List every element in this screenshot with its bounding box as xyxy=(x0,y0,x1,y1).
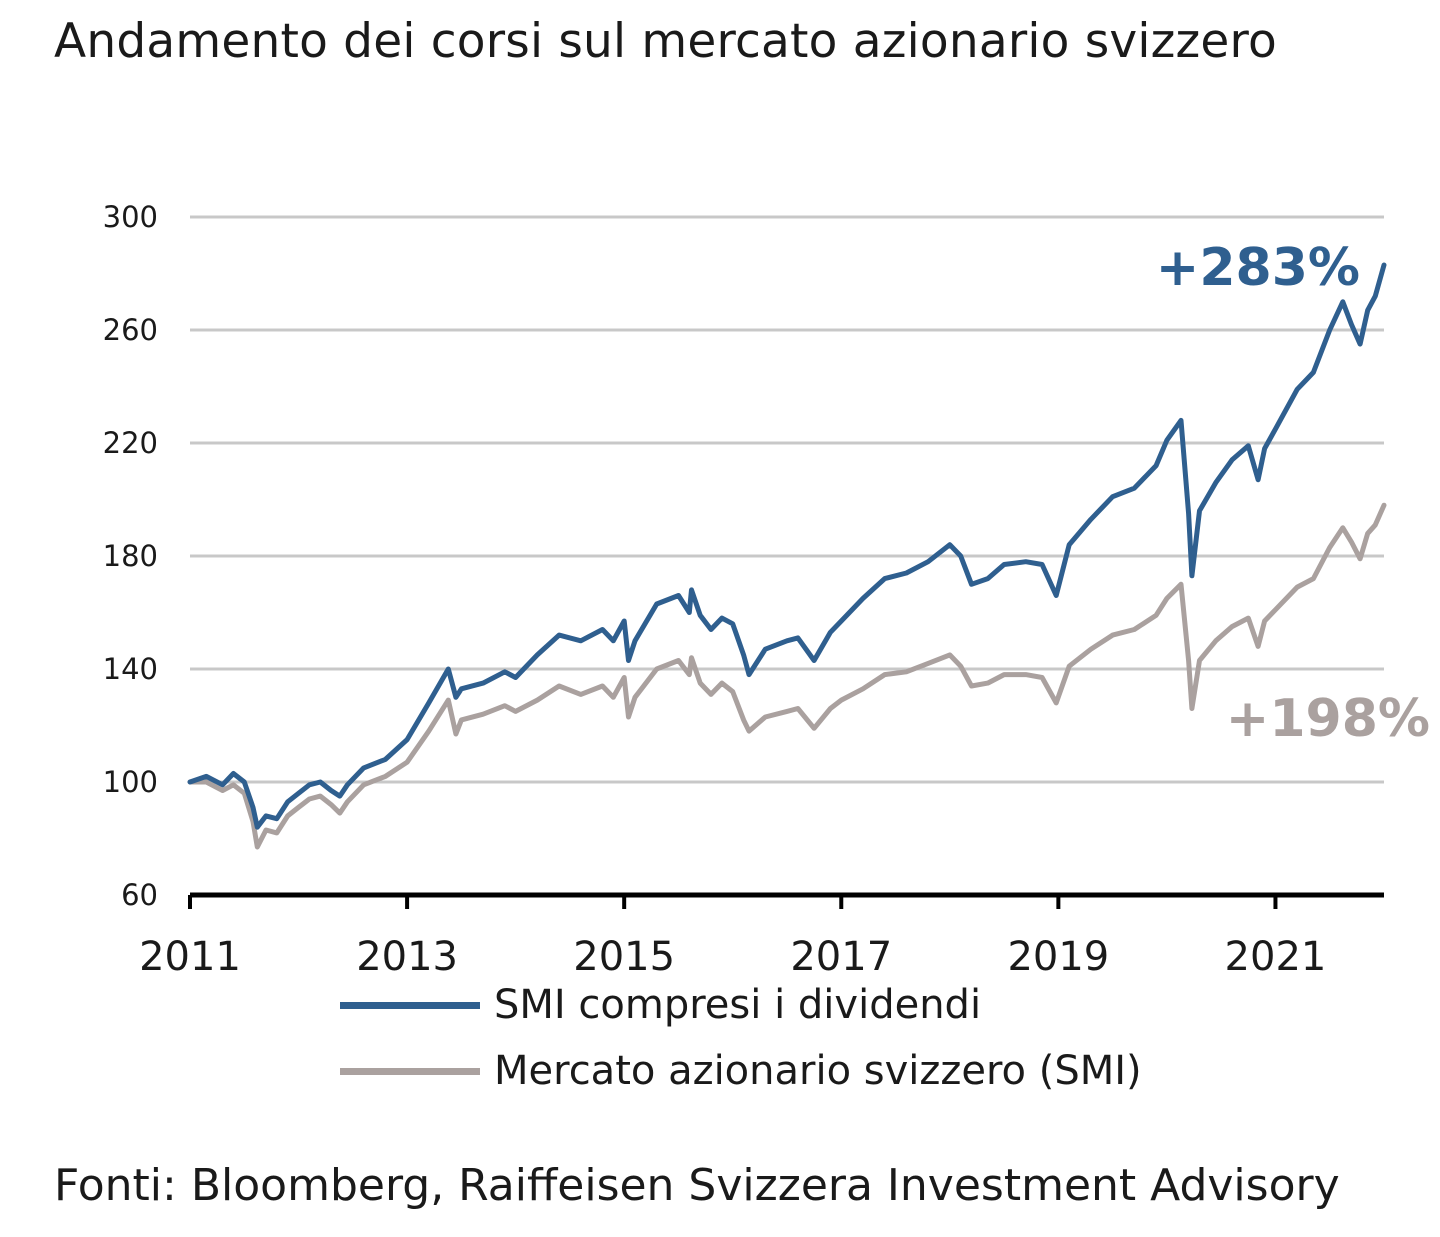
y-tick-label-60: 60 xyxy=(121,878,158,912)
y-tick-label-100: 100 xyxy=(103,765,158,799)
legend-item-smi-dividends: SMI compresi i dividendi xyxy=(340,972,1142,1038)
source-note: Fonti: Bloomberg, Raiffeisen Svizzera In… xyxy=(54,1160,1340,1211)
end-label-smi: +198% xyxy=(1226,689,1430,749)
y-tick-label-140: 140 xyxy=(103,652,158,686)
legend-item-smi: Mercato azionario svizzero (SMI) xyxy=(340,1038,1142,1104)
end-label-smi-dividends: +283% xyxy=(1156,238,1360,298)
legend-swatch-smi-dividends xyxy=(340,1001,480,1009)
series-line-smi-dividends xyxy=(187,262,1387,830)
legend-label: SMI compresi i dividendi xyxy=(494,982,982,1028)
x-tick-label-2017: 2017 xyxy=(790,934,892,980)
x-tick-label-2015: 2015 xyxy=(573,934,675,980)
legend: SMI compresi i dividendi Mercato azionar… xyxy=(340,972,1142,1104)
series-line-smi xyxy=(187,502,1387,850)
y-tick-label-180: 180 xyxy=(103,539,158,573)
y-tick-label-260: 260 xyxy=(103,313,158,347)
y-tick-label-300: 300 xyxy=(103,200,158,234)
x-tick-label-2021: 2021 xyxy=(1225,934,1327,980)
x-tick-label-2011: 2011 xyxy=(139,934,241,980)
legend-label: Mercato azionario svizzero (SMI) xyxy=(494,1048,1142,1094)
x-tick-label-2019: 2019 xyxy=(1007,934,1109,980)
y-tick-label-220: 220 xyxy=(103,426,158,460)
x-tick-label-2013: 2013 xyxy=(356,934,458,980)
legend-swatch-smi xyxy=(340,1067,480,1075)
chart-title: Andamento dei corsi sul mercato azionari… xyxy=(54,14,1277,69)
